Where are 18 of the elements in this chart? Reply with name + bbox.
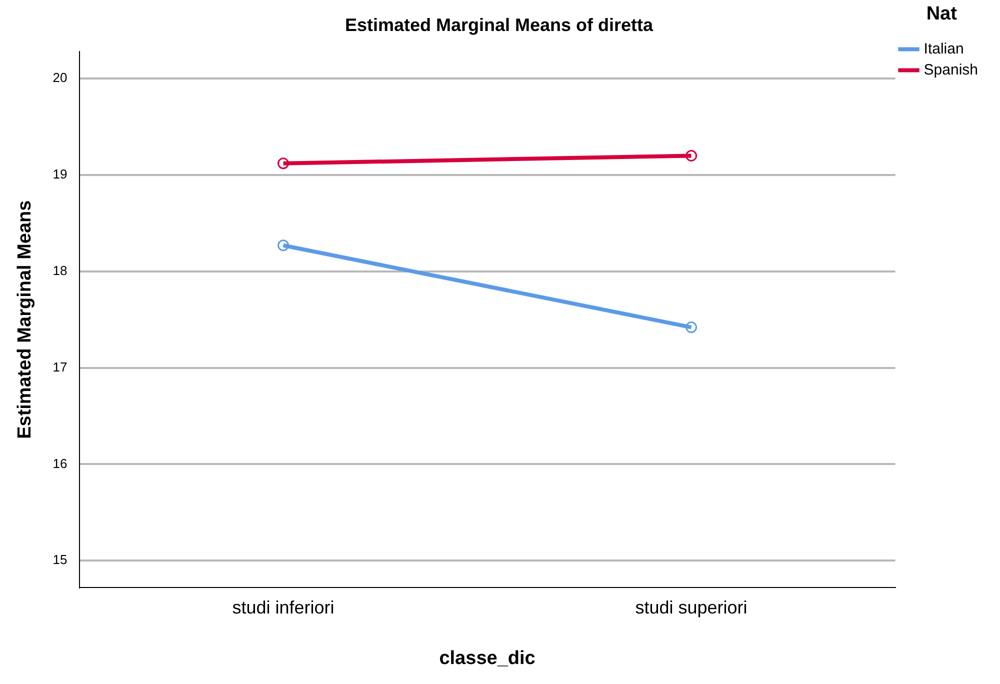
point [278,240,290,252]
x-axis-title: classe_dic [439,648,536,669]
point [278,158,290,170]
legend-label: Spanish [924,61,978,78]
chart-title: Estimated Marginal Means of diretta [344,14,654,35]
point [686,322,698,334]
y-tick-label: 17 [52,359,68,374]
x-tick-label: studi superiori [635,597,748,618]
y-tick-label: 18 [52,262,68,278]
y-axis-title: Estimated Marginal Means [14,200,36,439]
x-tick-label: studi inferiori [232,597,334,618]
y-tick-label: 16 [52,456,68,471]
y-tick-label: 15 [52,552,68,568]
legend-title: Nat [926,4,958,25]
legend-label: Italian [924,40,964,58]
y-tick-label: 20 [52,70,68,86]
point [686,150,698,162]
y-tick-label: 19 [52,166,68,182]
